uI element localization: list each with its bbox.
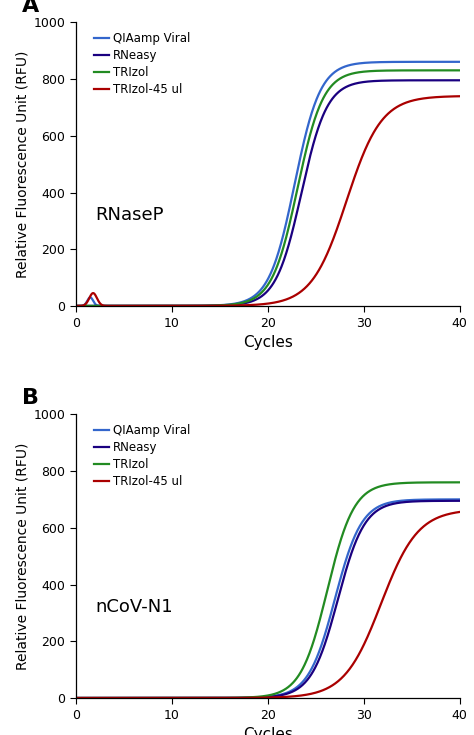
TRIzol-45 ul	[307, 279, 312, 288]
Line: TRIzol: TRIzol	[76, 71, 460, 306]
TRIzol	[457, 478, 463, 487]
TRIzol-45 ul	[457, 92, 463, 101]
X-axis label: Cycles: Cycles	[243, 727, 293, 735]
QIAamp Viral	[97, 301, 102, 310]
RNeasy	[364, 77, 370, 86]
RNeasy	[318, 652, 323, 661]
Line: TRIzol: TRIzol	[76, 482, 460, 698]
QIAamp Viral	[318, 644, 323, 653]
RNeasy	[403, 498, 409, 506]
RNeasy	[457, 76, 463, 85]
QIAamp Viral	[364, 512, 370, 520]
Text: nCoV-N1: nCoV-N1	[95, 598, 173, 617]
TRIzol-45 ul	[364, 634, 370, 642]
QIAamp Viral	[457, 495, 463, 503]
RNeasy	[97, 694, 102, 703]
TRIzol	[296, 178, 301, 187]
Line: TRIzol-45 ul: TRIzol-45 ul	[76, 512, 460, 698]
Text: RNaseP: RNaseP	[95, 207, 164, 224]
TRIzol	[73, 301, 79, 310]
QIAamp Viral	[403, 57, 409, 66]
TRIzol-45 ul	[306, 690, 312, 699]
TRIzol-45 ul	[110, 301, 116, 310]
TRIzol	[364, 67, 370, 76]
TRIzol-45 ul	[457, 508, 463, 517]
QIAamp Viral	[73, 694, 79, 703]
Line: QIAamp Viral: QIAamp Viral	[76, 62, 460, 306]
RNeasy	[457, 496, 463, 505]
TRIzol-45 ul	[296, 288, 302, 297]
QIAamp Viral	[364, 58, 370, 67]
RNeasy	[73, 694, 79, 703]
QIAamp Viral	[403, 496, 409, 505]
RNeasy	[296, 200, 301, 209]
TRIzol-45 ul	[73, 301, 79, 310]
Legend: QIAamp Viral, RNeasy, TRIzol, TRIzol-45 ul: QIAamp Viral, RNeasy, TRIzol, TRIzol-45 …	[93, 423, 192, 490]
Line: QIAamp Viral: QIAamp Viral	[76, 499, 460, 698]
Text: A: A	[22, 0, 39, 16]
RNeasy	[318, 118, 323, 126]
TRIzol-45 ul	[97, 298, 102, 307]
RNeasy	[97, 301, 102, 310]
TRIzol-45 ul	[318, 262, 324, 271]
Line: TRIzol-45 ul: TRIzol-45 ul	[76, 96, 460, 306]
QIAamp Viral	[296, 681, 301, 690]
Line: RNeasy: RNeasy	[76, 80, 460, 306]
QIAamp Viral	[97, 694, 102, 703]
TRIzol	[318, 613, 323, 622]
QIAamp Viral	[318, 86, 323, 95]
Legend: QIAamp Viral, RNeasy, TRIzol, TRIzol-45 ul: QIAamp Viral, RNeasy, TRIzol, TRIzol-45 …	[93, 31, 192, 98]
TRIzol	[73, 694, 79, 703]
TRIzol-45 ul	[296, 692, 301, 700]
TRIzol	[306, 135, 312, 143]
TRIzol-45 ul	[73, 694, 79, 703]
TRIzol-45 ul	[404, 98, 410, 107]
TRIzol	[97, 301, 102, 310]
TRIzol-45 ul	[97, 694, 102, 703]
RNeasy	[306, 157, 312, 165]
TRIzol	[364, 488, 370, 497]
X-axis label: Cycles: Cycles	[243, 335, 293, 350]
TRIzol	[318, 100, 323, 109]
QIAamp Viral	[457, 57, 463, 66]
TRIzol	[457, 66, 463, 75]
Y-axis label: Relative Fluorescence Unit (RFU): Relative Fluorescence Unit (RFU)	[15, 51, 29, 278]
RNeasy	[73, 301, 79, 310]
RNeasy	[306, 673, 312, 682]
RNeasy	[364, 516, 370, 525]
TRIzol-45 ul	[365, 140, 370, 148]
QIAamp Viral	[306, 118, 312, 126]
RNeasy	[296, 684, 301, 692]
TRIzol	[97, 694, 102, 703]
TRIzol	[403, 478, 409, 487]
QIAamp Viral	[73, 301, 79, 310]
TRIzol-45 ul	[403, 543, 409, 552]
Y-axis label: Relative Fluorescence Unit (RFU): Relative Fluorescence Unit (RFU)	[15, 442, 29, 670]
TRIzol	[403, 66, 409, 75]
RNeasy	[403, 76, 409, 85]
Text: B: B	[22, 389, 39, 409]
QIAamp Viral	[306, 669, 312, 678]
Line: RNeasy: RNeasy	[76, 501, 460, 698]
TRIzol-45 ul	[318, 686, 323, 695]
TRIzol	[296, 671, 301, 680]
QIAamp Viral	[296, 160, 301, 169]
TRIzol	[306, 650, 312, 659]
